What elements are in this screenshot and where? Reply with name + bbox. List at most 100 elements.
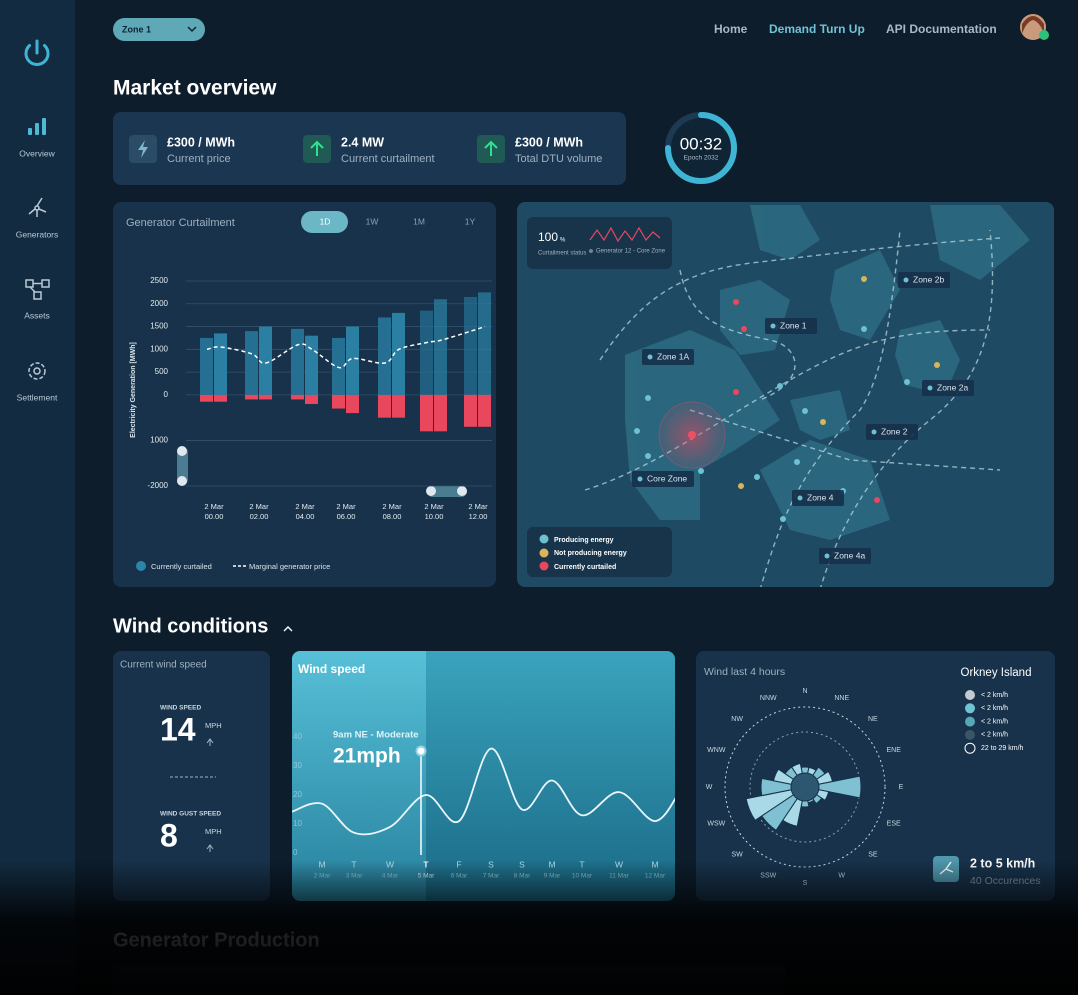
y-tick-label: 2500 [150,276,168,285]
zone-dot [927,385,933,391]
arrow-up [484,140,498,156]
range-tab[interactable]: 1W [366,216,379,226]
arrow [206,844,214,852]
generator-label: Generator 12 - Core Zone [596,249,666,255]
x-tick-label: 2 Mar [468,502,488,511]
legend-swatch [965,716,975,727]
date-label: 12 Mar [645,873,666,880]
curtailed-bar [434,394,447,432]
nav-link[interactable]: API Documentation [886,22,997,36]
range-tab[interactable]: 1D [320,216,331,226]
legend-dot [589,249,593,253]
direction-label: WSW [707,821,725,828]
curtailed-bar [305,394,318,404]
stat-value: £300 / MWh [515,135,583,149]
zone-label[interactable]: Zone 1A [657,351,689,361]
legend-label: Currently curtailed [151,562,212,571]
card-title: Current wind speed [120,660,207,671]
x-tick-label: 2 Mar [249,502,269,511]
legend-label: 22 to 29 km/h [981,745,1024,752]
y-tick-label: 30 [293,761,302,770]
zone-label[interactable]: Zone 2 [881,426,908,436]
generation-bar [259,326,272,395]
date-label: 8 Mar [514,873,531,880]
wind-chart-bg [292,651,675,901]
zone-dot [797,495,803,501]
zone-select[interactable] [113,18,205,41]
stats-card [113,112,626,185]
zone-label[interactable]: Zone 1 [780,320,807,330]
rose-core [790,772,820,802]
generators-icon[interactable] [28,197,47,217]
curtailed-bar [478,394,491,427]
legend-swatch [965,703,975,714]
date-label: 5 Mar [418,873,435,880]
range-tab[interactable]: 1Y [465,216,476,226]
zone-label[interactable]: Zone 2a [937,382,968,392]
zone-tag [819,548,871,564]
curtailed-bar [200,394,213,402]
day-label: W [386,859,394,869]
generation-bar [478,292,491,395]
summary-value: 2 to 5 km/h [970,856,1035,870]
collapse-chevron[interactable] [283,626,293,632]
legend-label: < 2 km/h [981,705,1008,712]
range-tab[interactable]: 1M [413,216,425,226]
zone-tag [765,318,817,334]
generation-bar [420,310,433,395]
y-tick-label: 0 [164,390,169,399]
date-label: 9 Mar [544,873,561,880]
timer-progress [665,112,737,184]
date-label: 4 Mar [382,873,399,880]
y-tick-label: 1000 [150,344,168,353]
scroller-handle[interactable] [426,486,436,496]
generation-bar [346,326,359,395]
direction-label: W [838,873,845,880]
assets-icon[interactable] [25,279,50,300]
nav-link[interactable]: Home [714,22,748,36]
card-title: Generator Curtailment [126,217,235,229]
date-label: 2 Mar [314,873,331,880]
overview-icon[interactable] [28,118,46,135]
zone-dot [647,354,653,360]
y-scroller[interactable] [177,447,188,485]
x-scroller[interactable] [427,486,467,497]
metric-label: WIND GUST SPEED [160,811,221,818]
rose-petal [745,786,806,822]
generation-bar [305,335,318,395]
chevron [187,26,197,33]
sidebar-label: Assets [24,310,50,320]
settlement-icon[interactable] [28,362,46,380]
sidebar-label: Settlement [17,392,58,402]
wind-line [292,747,675,836]
legend-label: < 2 km/h [981,732,1008,739]
zone-dot [903,277,909,283]
zone-label[interactable]: Zone 2b [913,274,944,284]
legend-label: < 2 km/h [981,718,1008,725]
range-active[interactable] [301,211,348,233]
metric-value: 8 [160,817,178,853]
cursor-handle[interactable] [415,745,427,757]
date-label: 3 Mar [346,873,363,880]
legend-swatch [964,742,976,754]
y-tick-label: 1000 [150,436,168,445]
generation-bar [434,299,447,395]
scroller-handle[interactable] [457,486,467,496]
scroller-handle[interactable] [177,476,187,486]
sidebar [0,0,75,995]
zone-tag [792,490,844,506]
zone-label[interactable]: Zone 4a [834,550,865,560]
curtailed-bar [291,394,304,400]
direction-label: NNE [834,695,849,702]
curtailed-bar [332,394,345,409]
scroller-handle[interactable] [177,446,187,456]
chart-plot [186,280,492,487]
nav-link[interactable]: Demand Turn Up [769,22,865,36]
day-label: T [423,859,429,869]
direction-label: NNW [760,695,777,702]
zone-tag [866,424,918,440]
zone-label[interactable]: Core Zone [647,473,687,483]
x-tick-label: 02.00 [250,512,269,521]
power-icon[interactable] [24,39,50,67]
zone-label[interactable]: Zone 4 [807,492,834,502]
